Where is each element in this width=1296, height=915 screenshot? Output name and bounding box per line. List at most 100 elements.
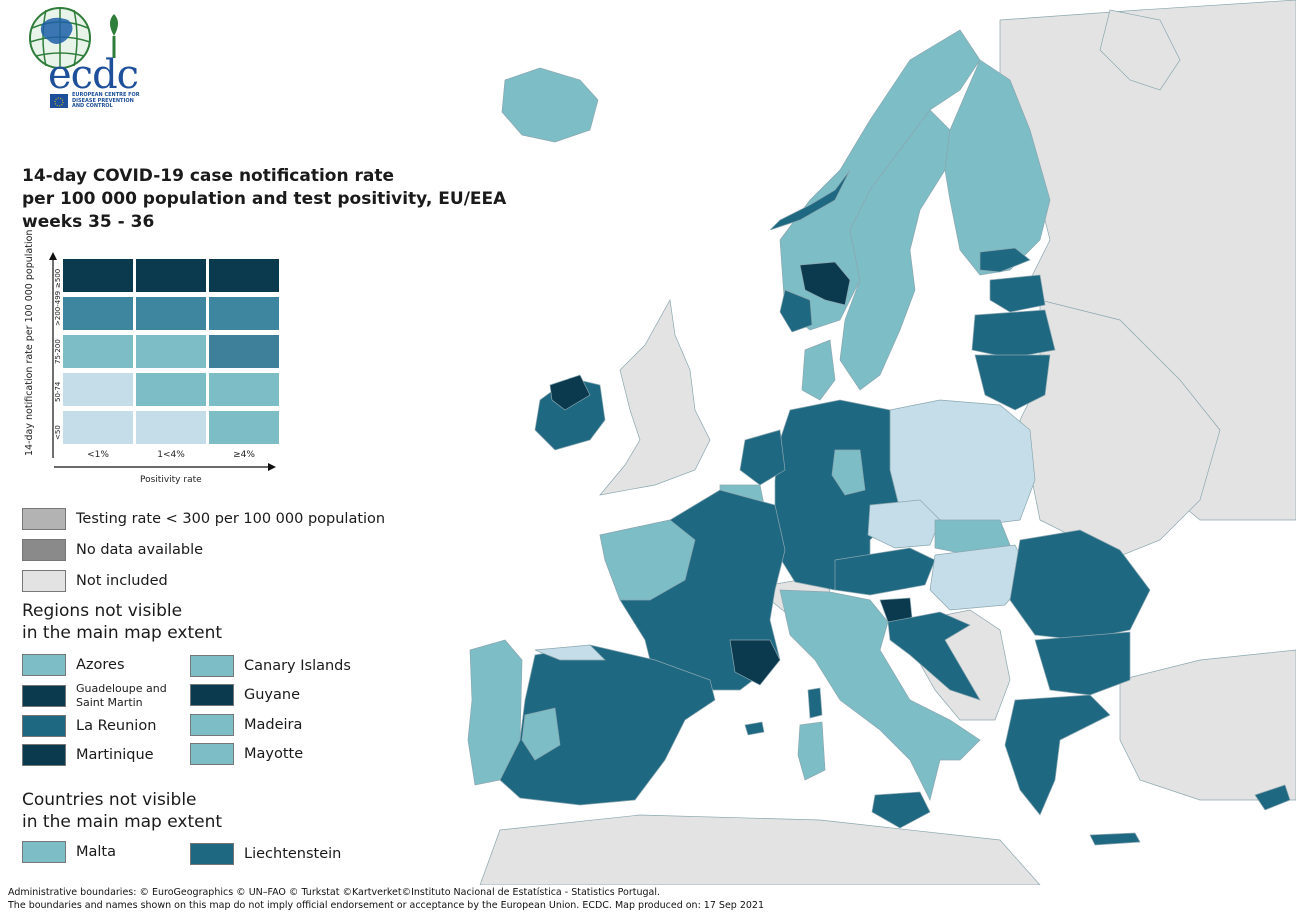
region-finland [944,59,1051,276]
legend-label: Mayotte [244,746,304,762]
section-title-line: in the main map extent [22,623,223,643]
region-svalbard [1099,9,1181,91]
region-norway-south [779,289,813,333]
legend-label: Guadeloupe and Saint Martin [76,682,167,709]
legend-label: Azores [76,657,125,673]
countries-section-title: Countries not visible in the main map ex… [22,789,222,833]
legend-cell [208,258,280,293]
column-label: <1% [87,450,109,460]
title-line: 14-day COVID-19 case notification rate [22,166,395,186]
legend-label: Testing rate < 300 per 100 000 populatio… [76,511,386,527]
legend-swatch [190,655,234,677]
region-norway-west [769,169,851,231]
legend-guadeloupe: Guadeloupe and Saint Martin [22,682,186,710]
legend-swatch [22,654,66,676]
europe-choropleth-map [467,0,1296,885]
region-lithuania [974,354,1051,411]
section-title-line: Regions not visible [22,601,183,621]
legend-swatch [22,715,66,737]
legend-azores: Azores [22,654,125,676]
legend-swatch [22,508,66,530]
region-sicily [871,791,931,829]
title-line: weeks 35 - 36 [22,212,155,232]
footer-line: The boundaries and names shown on this m… [8,900,765,911]
region-turkey [1119,649,1296,801]
row-label: 75-200 [54,339,62,364]
region-romania [1009,529,1151,641]
legend-swatch [190,743,234,765]
legend-swatch [22,539,66,561]
regions-section-title: Regions not visible in the main map exte… [22,600,222,644]
legend-label: Madeira [244,717,303,733]
region-germany-light [831,449,866,496]
y-axis-arrow [49,252,57,458]
legend-swatch [22,841,66,863]
legend-cell [208,372,280,407]
region-finland-south [979,247,1031,273]
legend-cell [135,372,207,407]
column-label: ≥4% [233,450,255,460]
legend-madeira: Madeira [190,714,302,736]
row-label: ≥500 [54,268,62,288]
region-croatia [887,611,981,701]
y-axis-title: 14-day notification rate per 100 000 pop… [24,229,35,456]
region-spain-north [534,644,606,661]
legend-swatch [22,685,66,707]
region-latvia [971,309,1056,359]
legend-cell [135,258,207,293]
legend-swatch [22,744,66,766]
legend-cell [208,296,280,331]
region-portugal [467,639,523,786]
brand-wordmark: ecdc [48,52,139,98]
legend-cell [135,296,207,331]
legend-label: Martinique [76,747,154,763]
org-line: EUROPEAN CENTRE FOR [72,92,140,98]
eu-flag-icon [50,94,68,108]
legend-swatch [190,714,234,736]
org-line: AND CONTROL [72,103,113,109]
region-oslo [799,261,851,306]
bivariate-legend: 14-day notification rate per 100 000 pop… [20,230,290,490]
legend-canary-islands: Canary Islands [190,655,351,677]
region-france-southeast [729,639,781,686]
region-north-africa [479,814,1041,885]
section-title-line: Countries not visible [22,790,197,810]
region-greece [1004,694,1111,816]
legend-label: Malta [76,844,116,860]
region-estonia [989,274,1046,313]
legend-cell [208,410,280,445]
region-iceland [501,67,599,143]
row-label: 50-74 [54,381,62,402]
legend-malta: Malta [22,841,116,863]
region-france-west [599,519,696,601]
region-corsica [807,687,823,719]
org-line: DISEASE PREVENTION [72,97,134,104]
column-label: 1<4% [157,450,185,460]
legend-swatch [190,684,234,706]
legend-label: La Reunion [76,718,157,734]
legend-testing-rate: Testing rate < 300 per 100 000 populatio… [22,508,385,530]
region-bulgaria [1034,631,1131,696]
region-sweden [839,109,951,391]
region-sardinia [797,721,826,781]
legend-label: Not included [76,573,168,589]
legend-label: Liechtenstein [244,846,342,862]
title-line: per 100 000 population and test positivi… [22,189,507,209]
region-uk [599,298,711,496]
legend-cell [62,410,134,445]
region-northern-ireland [549,374,591,411]
x-axis-arrow [54,463,276,471]
globe-icon [29,7,118,69]
region-denmark [801,339,836,401]
region-crete [1089,832,1141,846]
legend-label: Guyane [244,687,301,703]
map-title: 14-day COVID-19 case notification rate p… [22,165,522,234]
legend-cell [208,334,280,369]
x-axis-title: Positivity rate [140,475,202,485]
legend-swatch [22,570,66,592]
legend-liechtenstein: Liechtenstein [190,843,341,865]
legend-label: No data available [76,542,204,558]
region-czechia [867,499,941,549]
region-austria [834,547,936,596]
region-italy [779,589,981,802]
